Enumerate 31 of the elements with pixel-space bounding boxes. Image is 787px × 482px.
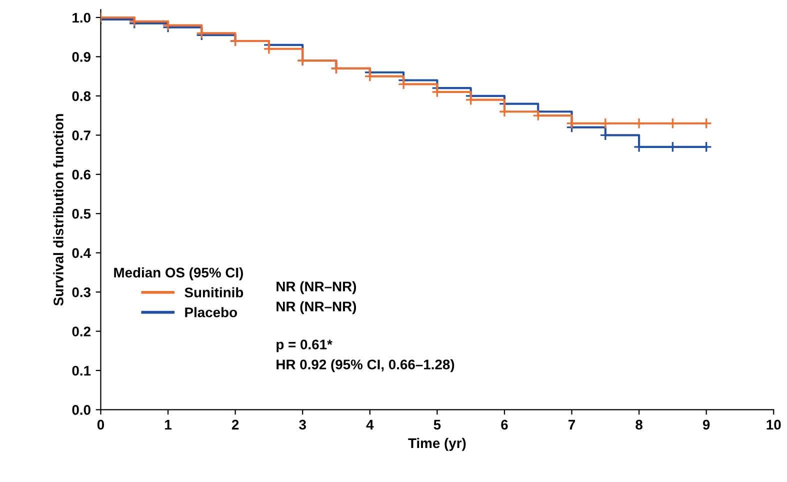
x-tick-label: 2 <box>232 420 239 430</box>
x-tick-label: 6 <box>501 420 508 430</box>
annotation: HR 0.92 (95% CI, 0.66–1.28) <box>276 359 454 372</box>
x-tick-label: 8 <box>636 420 642 430</box>
x-tick-label: 1 <box>165 420 172 430</box>
y-axis-title: Survival distribution function <box>53 114 64 306</box>
x-tick-label: 10 <box>766 420 781 430</box>
x-tick-label: 9 <box>702 420 710 430</box>
y-tick-label: 0.7 <box>72 130 90 140</box>
x-tick-label: 3 <box>299 420 306 430</box>
annotation: p = 0.61* <box>276 340 332 352</box>
y-tick-label: 0.5 <box>72 208 91 219</box>
y-tick-label: 0.8 <box>72 91 91 102</box>
y-tick-label: 0.1 <box>72 366 91 376</box>
legend-label: Sunitinib <box>184 287 244 298</box>
x-axis-title: Time (yr) <box>408 438 466 451</box>
x-tick-label: 4 <box>366 420 374 430</box>
x-tick-label: 7 <box>568 420 576 430</box>
y-tick-label: 0.0 <box>72 405 90 415</box>
legend-title: Median OS (95% CI) <box>114 267 243 280</box>
y-tick-label: 0.6 <box>72 170 91 180</box>
legend-label: Placebo <box>185 307 237 318</box>
y-tick-label: 0.3 <box>72 287 91 298</box>
y-tick-label: 0.2 <box>72 326 90 336</box>
x-tick-label: 5 <box>434 420 441 430</box>
y-tick-label: 0.9 <box>72 52 90 62</box>
x-tick-label: 0 <box>97 420 104 430</box>
annotation: NR (NR–NR) <box>276 281 356 294</box>
annotation: NR (NR–NR) <box>276 301 356 314</box>
y-tick-label: 1.0 <box>72 12 90 23</box>
y-tick-label: 0.4 <box>72 248 91 258</box>
